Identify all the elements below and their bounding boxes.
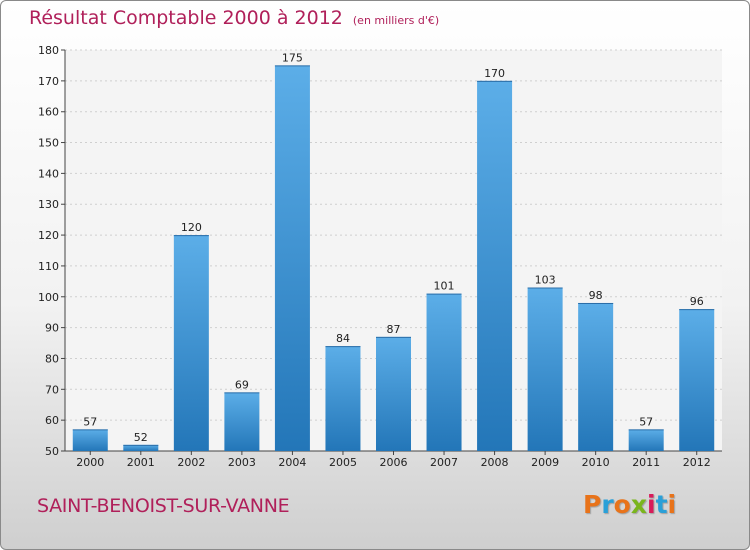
value-label-2005: 84 (336, 332, 350, 345)
bar-2004 (274, 65, 310, 451)
x-tick-label-2004: 2004 (278, 456, 306, 469)
value-label-2004: 175 (282, 51, 303, 64)
x-tick-label-2002: 2002 (177, 456, 205, 469)
value-label-2007: 101 (434, 280, 455, 293)
bar-2006 (376, 336, 411, 451)
x-tick-label-2012: 2012 (683, 456, 711, 469)
value-label-2006: 87 (387, 323, 401, 336)
value-label-2012: 96 (690, 295, 704, 308)
x-tick-label-2007: 2007 (430, 456, 458, 469)
y-tick-label: 160 (38, 106, 59, 119)
value-label-2011: 57 (639, 415, 653, 428)
y-tick-label: 60 (45, 414, 59, 427)
x-tick-label-2006: 2006 (380, 456, 408, 469)
bar-2010 (578, 302, 614, 451)
bar-2002 (173, 235, 209, 451)
x-tick-label-2008: 2008 (481, 456, 509, 469)
y-tick-label: 70 (45, 383, 59, 396)
chart-subtitle: (en milliers d'€) (352, 14, 440, 27)
bar-2005 (325, 346, 361, 451)
logo-letter: i (647, 490, 656, 519)
x-tick-label-2003: 2003 (228, 456, 256, 469)
value-label-2001: 52 (134, 431, 148, 444)
bar-2011 (628, 429, 664, 451)
y-tick-label: 130 (38, 198, 59, 211)
x-tick-label-2000: 2000 (76, 456, 104, 469)
chart-title-text: Résultat Comptable 2000 à 2012 (29, 7, 343, 29)
city-name: SAINT-BENOIST-SUR-VANNE (37, 495, 290, 517)
value-label-2000: 57 (83, 415, 97, 428)
logo-letter: x (630, 490, 647, 519)
bar-2009 (527, 287, 563, 451)
logo-letter: r (601, 490, 614, 519)
chart-title: Résultat Comptable 2000 à 2012 (en millie… (29, 7, 439, 29)
y-tick-label: 180 (38, 44, 59, 57)
proxiti-logo: Proxiti (583, 490, 676, 519)
y-tick-label: 50 (45, 445, 59, 458)
bar-2007 (426, 293, 462, 451)
logo-letter: i (667, 490, 677, 519)
value-label-2003: 69 (235, 378, 249, 391)
x-tick-label-2010: 2010 (582, 456, 610, 469)
logo-letter: o (613, 490, 631, 519)
logo-letter: P (583, 490, 602, 519)
y-tick-label: 80 (45, 352, 59, 365)
y-tick-label: 110 (38, 260, 59, 273)
x-tick-label-2009: 2009 (531, 456, 559, 469)
bar-2008 (477, 80, 513, 451)
bar-2012 (679, 309, 715, 451)
y-tick-label: 120 (38, 229, 59, 242)
x-tick-label-2011: 2011 (632, 456, 660, 469)
bar-2000 (72, 429, 108, 451)
value-label-2010: 98 (589, 289, 603, 302)
y-tick-label: 140 (38, 167, 59, 180)
value-label-2008: 170 (484, 67, 505, 80)
logo-letter: t (655, 490, 668, 519)
y-tick-label: 100 (38, 291, 59, 304)
x-tick-label-2005: 2005 (329, 456, 357, 469)
y-tick-label: 170 (38, 75, 59, 88)
y-tick-label: 150 (38, 137, 59, 150)
value-label-2002: 120 (181, 221, 202, 234)
bar-2001 (123, 444, 159, 451)
value-label-2009: 103 (535, 274, 556, 287)
bar-2003 (224, 392, 260, 451)
x-tick-label-2001: 2001 (127, 456, 155, 469)
y-tick-label: 90 (45, 322, 59, 335)
